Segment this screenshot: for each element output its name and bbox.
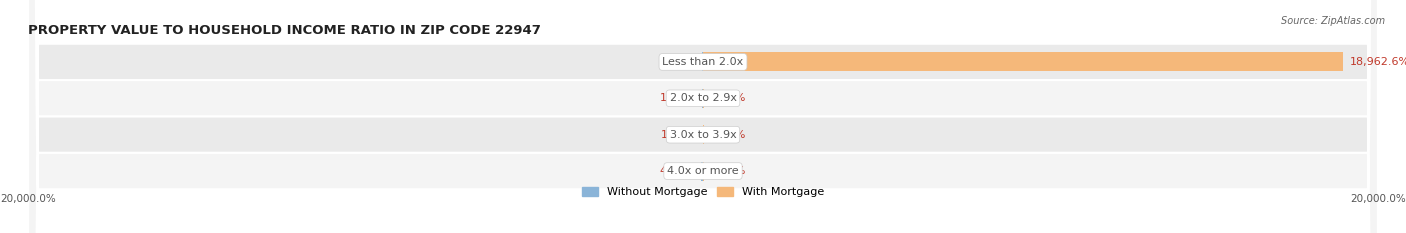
- FancyBboxPatch shape: [28, 0, 1378, 233]
- FancyBboxPatch shape: [28, 0, 1378, 233]
- Text: 16.9%: 16.9%: [661, 93, 696, 103]
- Text: Less than 2.0x: Less than 2.0x: [662, 57, 744, 67]
- Text: PROPERTY VALUE TO HOUSEHOLD INCOME RATIO IN ZIP CODE 22947: PROPERTY VALUE TO HOUSEHOLD INCOME RATIO…: [28, 24, 541, 37]
- Text: 18,962.6%: 18,962.6%: [1350, 57, 1406, 67]
- Text: 20.6%: 20.6%: [710, 166, 745, 176]
- Text: 18.1%: 18.1%: [710, 93, 745, 103]
- Text: Source: ZipAtlas.com: Source: ZipAtlas.com: [1281, 16, 1385, 26]
- Text: 2.0x to 2.9x: 2.0x to 2.9x: [669, 93, 737, 103]
- Text: 12.5%: 12.5%: [661, 130, 696, 140]
- Legend: Without Mortgage, With Mortgage: Without Mortgage, With Mortgage: [582, 187, 824, 197]
- FancyBboxPatch shape: [28, 0, 1378, 233]
- Text: 20.8%: 20.8%: [659, 57, 696, 67]
- Text: 49.7%: 49.7%: [659, 166, 695, 176]
- Text: 4.0x or more: 4.0x or more: [668, 166, 738, 176]
- Bar: [702, 162, 703, 181]
- Text: 3.0x to 3.9x: 3.0x to 3.9x: [669, 130, 737, 140]
- Bar: [703, 52, 1343, 71]
- FancyBboxPatch shape: [28, 0, 1378, 233]
- Text: 23.0%: 23.0%: [710, 130, 747, 140]
